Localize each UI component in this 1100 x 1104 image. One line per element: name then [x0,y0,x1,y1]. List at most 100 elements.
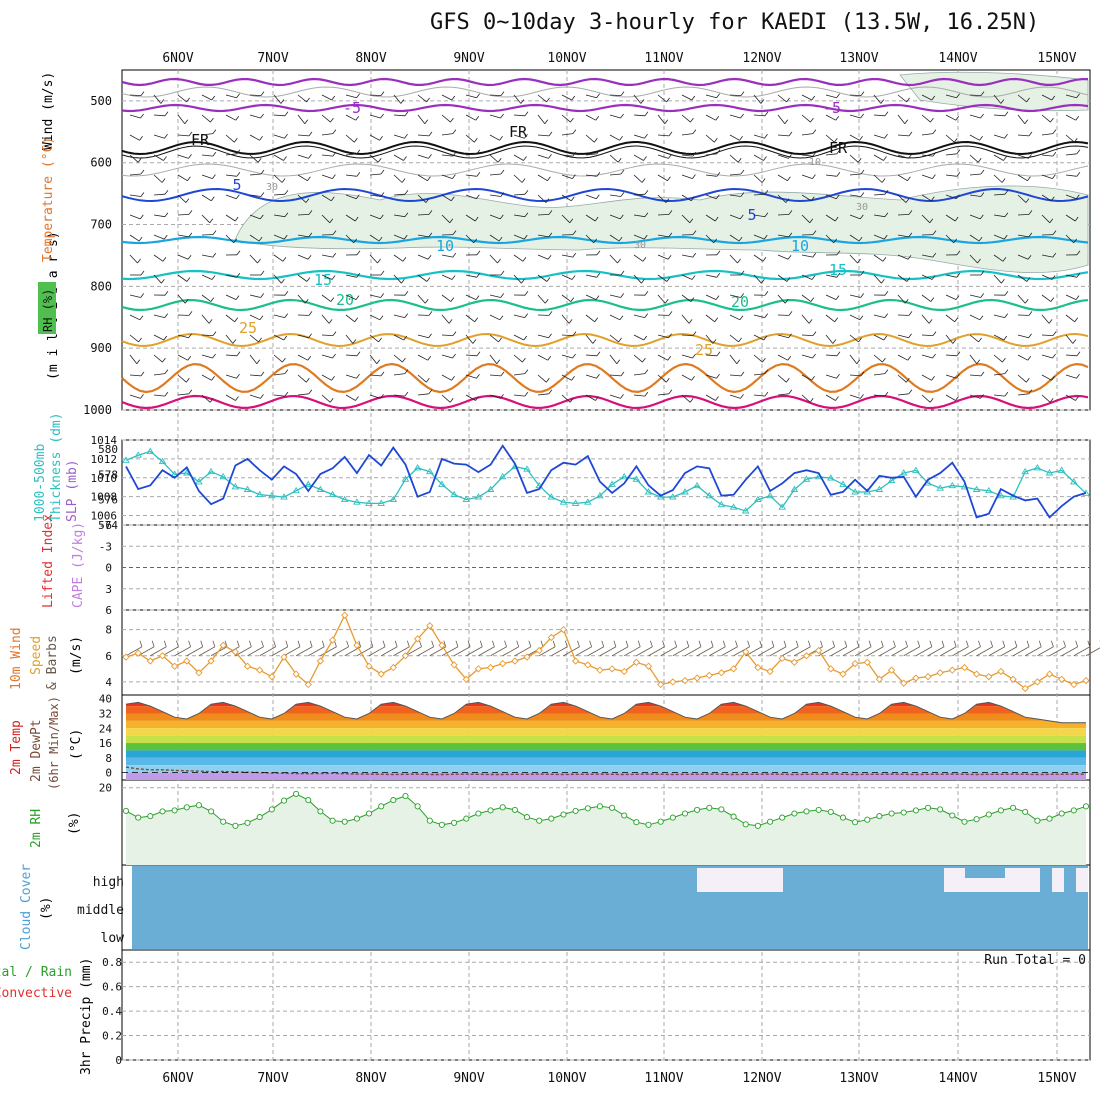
wind-barb-flag [161,279,164,283]
wind10-barb [782,647,798,656]
wind-barb [418,135,429,136]
wind-barb-flag [1077,374,1080,378]
rh2m-point [950,813,955,818]
wind-barb [826,95,837,98]
wind-barb [658,355,668,360]
rh2m-point [233,823,238,828]
wind-barb-flag [1077,150,1080,154]
wind-barb [442,255,453,257]
wind-barb [298,375,306,382]
wind-barb [826,335,833,344]
wind-barb-flag [619,338,622,342]
wind-barb [370,135,380,140]
wind10-barb-flag [1015,641,1017,647]
wind-barb-flag [714,138,717,142]
wind-barb-flag [237,94,240,98]
wind-barb-flag [549,334,552,338]
wind-barb [562,315,569,323]
wind10-point [609,666,615,672]
wind-barb [874,355,882,362]
wind10-barb [405,647,421,656]
wind-barb [418,335,429,338]
x-tick-bottom: 11NOV [644,1071,683,1086]
wind-barb-flag [235,318,238,322]
wind-barb-flag [955,318,958,322]
wind-barb-flag [257,360,260,364]
wind10-barb [879,647,895,656]
wind-barb [682,175,692,179]
wind-barb [778,115,785,124]
wind-barb [562,295,571,302]
rh2m-point [366,811,371,816]
wind-barb-flag [762,179,765,183]
wind-barb [490,375,501,376]
wind-barb [394,135,405,138]
wind-barb-flag [809,319,812,323]
temp-band [122,695,1090,699]
wind-barb [202,255,213,257]
wind-barb-flag [261,271,264,275]
wind-barb [970,375,981,376]
rh2m-point [840,815,845,820]
wind-barb-flag [933,332,936,336]
wind-barb [658,255,668,259]
wind-barb [706,135,714,142]
wind-barb-flag [741,372,744,376]
wind-barb-flag [738,259,741,263]
wind-barb [226,115,236,120]
wind-barb-flag [884,157,887,161]
temp-contour [122,364,1088,392]
wind-barb-flag [884,336,887,340]
y-tick-temp: 24 [99,722,113,735]
wind-barb [298,175,307,181]
wind-barb-flag [258,259,261,263]
wind-barb [586,115,596,120]
wind10-barb-flag [419,641,421,647]
wind-barb-flag [716,397,719,401]
wind-barb-flag [188,255,191,259]
wind-barb-flag [261,92,264,96]
wind-barb-flag [645,112,648,116]
wind10-point [937,670,943,676]
wind10-barb-flag [480,641,482,647]
wind-barb [682,255,693,257]
rh2m-point [828,809,833,814]
wind-barb-flag [860,136,863,140]
wind-barb [442,175,452,179]
wind-barb-flag [331,298,334,302]
contour-label: -5 [343,99,361,117]
wind-barb-flag [477,251,480,255]
wind-barb [130,315,140,320]
rh-contour [122,164,1088,176]
y-tick-temp: 16 [99,737,112,750]
wind-barb [802,175,812,179]
y-tick-wind: 4 [105,676,112,689]
wind-barb [634,395,645,396]
wind-barb [178,375,186,382]
wind-barb [610,135,620,140]
x-tick-bottom: 14NOV [938,1071,977,1086]
wind10-barb-flag [517,641,519,647]
wind10-point [718,670,724,676]
wind10-barb [916,647,932,656]
wind-barb-flag [621,372,624,376]
wind-barb [370,174,381,175]
wind-barb-flag [164,336,167,340]
wind-barb-flag [549,390,552,394]
wind-barb-flag [1005,134,1008,138]
wind-barb [922,375,932,380]
wind-barb-flag [645,314,648,318]
wind-barb-flag [308,255,311,259]
wind-barb-flag [569,319,572,323]
wind-barb [298,135,309,136]
wind-barb-flag [765,392,768,396]
wind-barb [970,174,981,175]
wind-barb [346,135,354,142]
wind-barb-flag [212,175,215,179]
wind-barb-flag [237,251,240,255]
wind-barb [274,255,283,261]
wind-barb [394,255,403,261]
wind-barb-flag [885,112,888,116]
wind-barb-flag [593,340,596,344]
wind-barb-flag [285,314,288,318]
